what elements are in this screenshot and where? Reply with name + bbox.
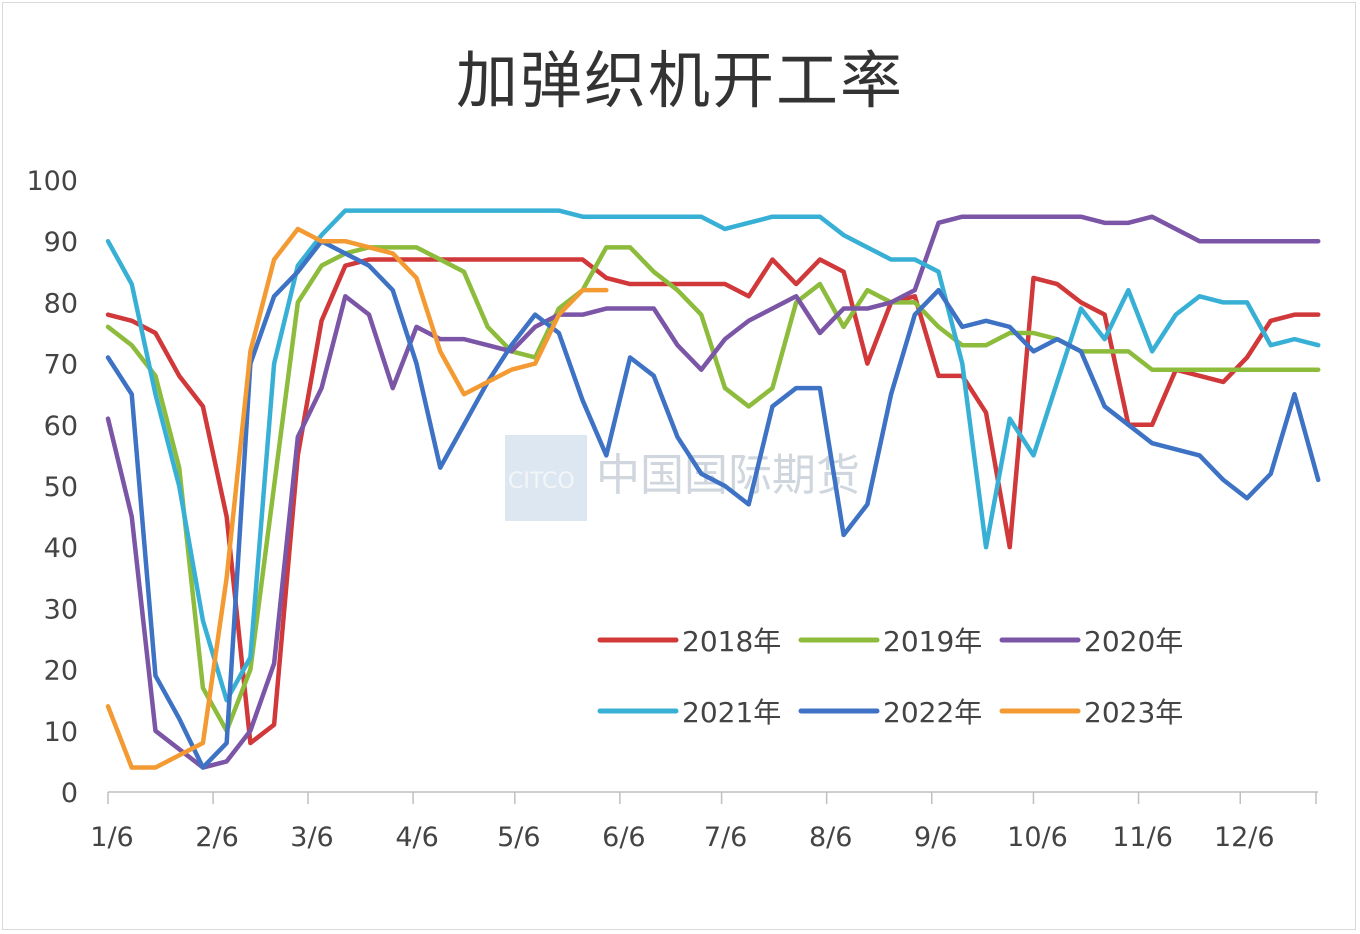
- y-tick-label: 20: [44, 656, 78, 687]
- x-tick-label: 11/6: [1112, 822, 1173, 853]
- watermark-logo-box: [505, 435, 587, 521]
- x-tick-label: 10/6: [1007, 822, 1068, 853]
- x-tick-label: 7/6: [704, 822, 747, 853]
- x-tick-label: 2/6: [195, 822, 238, 853]
- series-line-2020: [105, 214, 1321, 770]
- y-tick-label: 0: [61, 778, 78, 809]
- watermark-text: 中国国际期货: [596, 450, 860, 501]
- x-tick-label: 12/6: [1214, 822, 1275, 853]
- y-tick-label: 80: [44, 288, 78, 319]
- x-tick-label: 9/6: [914, 822, 957, 853]
- x-tick-label: 8/6: [809, 822, 852, 853]
- legend-label: 2023年: [1084, 696, 1183, 729]
- x-tick-label: 3/6: [290, 822, 333, 853]
- x-tick-label: 4/6: [395, 822, 438, 853]
- watermark: CITCO 中国国际期货: [505, 435, 860, 521]
- y-tick-label: 70: [44, 350, 78, 381]
- y-tick-label: 50: [44, 472, 78, 503]
- x-tick-label: 6/6: [602, 822, 645, 853]
- y-tick-label: 10: [44, 717, 78, 748]
- y-tick-label: 40: [44, 533, 78, 564]
- y-tick-label: 60: [44, 411, 78, 442]
- chart-title: 加弹织机开工率: [455, 44, 904, 117]
- legend-label: 2018年: [682, 625, 781, 658]
- series-line-2018: [105, 257, 1321, 746]
- y-tick-label: 30: [44, 594, 78, 625]
- x-tick-label: 5/6: [497, 822, 540, 853]
- series-line-2021: [105, 208, 1321, 703]
- legend-label: 2021年: [682, 696, 781, 729]
- y-tick-label: 90: [44, 227, 78, 258]
- legend-label: 2020年: [1084, 625, 1183, 658]
- y-tick-label: 100: [26, 166, 78, 197]
- watermark-logo: CITCO: [508, 469, 575, 494]
- legend-label: 2019年: [883, 625, 982, 658]
- series-line-2023: [105, 226, 609, 770]
- x-tick-label: 1/6: [90, 822, 133, 853]
- legend-label: 2022年: [883, 696, 982, 729]
- series-line-2022: [105, 238, 1321, 770]
